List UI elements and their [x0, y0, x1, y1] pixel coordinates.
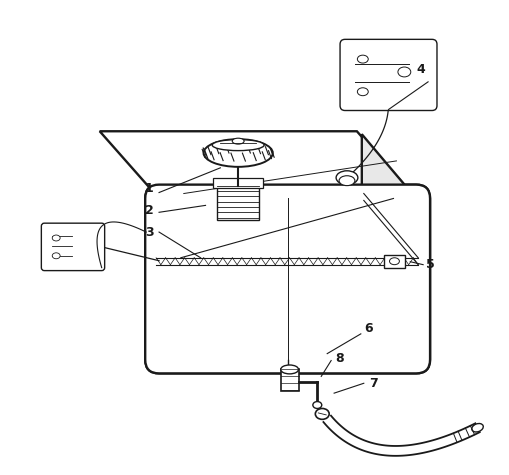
Text: 6: 6: [364, 323, 373, 335]
Text: 3: 3: [145, 226, 154, 238]
Ellipse shape: [339, 176, 355, 186]
Ellipse shape: [389, 258, 400, 265]
Text: 8: 8: [335, 352, 344, 365]
Bar: [280, 370, 298, 391]
Ellipse shape: [336, 171, 358, 185]
Text: 4: 4: [417, 64, 426, 76]
Ellipse shape: [52, 235, 60, 241]
Text: 2: 2: [145, 204, 154, 217]
Ellipse shape: [316, 408, 329, 419]
Polygon shape: [362, 134, 416, 360]
Ellipse shape: [357, 88, 368, 95]
Ellipse shape: [232, 138, 244, 144]
Ellipse shape: [212, 140, 264, 151]
Text: 1: 1: [145, 182, 154, 195]
Polygon shape: [100, 131, 416, 199]
Ellipse shape: [52, 253, 60, 259]
Bar: [217, 186, 259, 220]
Text: 5: 5: [426, 258, 435, 271]
Bar: [384, 255, 405, 267]
Ellipse shape: [280, 365, 298, 374]
FancyBboxPatch shape: [41, 223, 105, 271]
FancyBboxPatch shape: [340, 39, 437, 111]
Bar: [213, 178, 263, 188]
Ellipse shape: [204, 139, 273, 167]
Ellipse shape: [472, 424, 483, 432]
Ellipse shape: [398, 67, 411, 77]
FancyBboxPatch shape: [145, 185, 430, 373]
Text: 7: 7: [370, 377, 378, 390]
Ellipse shape: [357, 55, 368, 63]
FancyBboxPatch shape: [145, 185, 430, 373]
Ellipse shape: [313, 401, 322, 408]
